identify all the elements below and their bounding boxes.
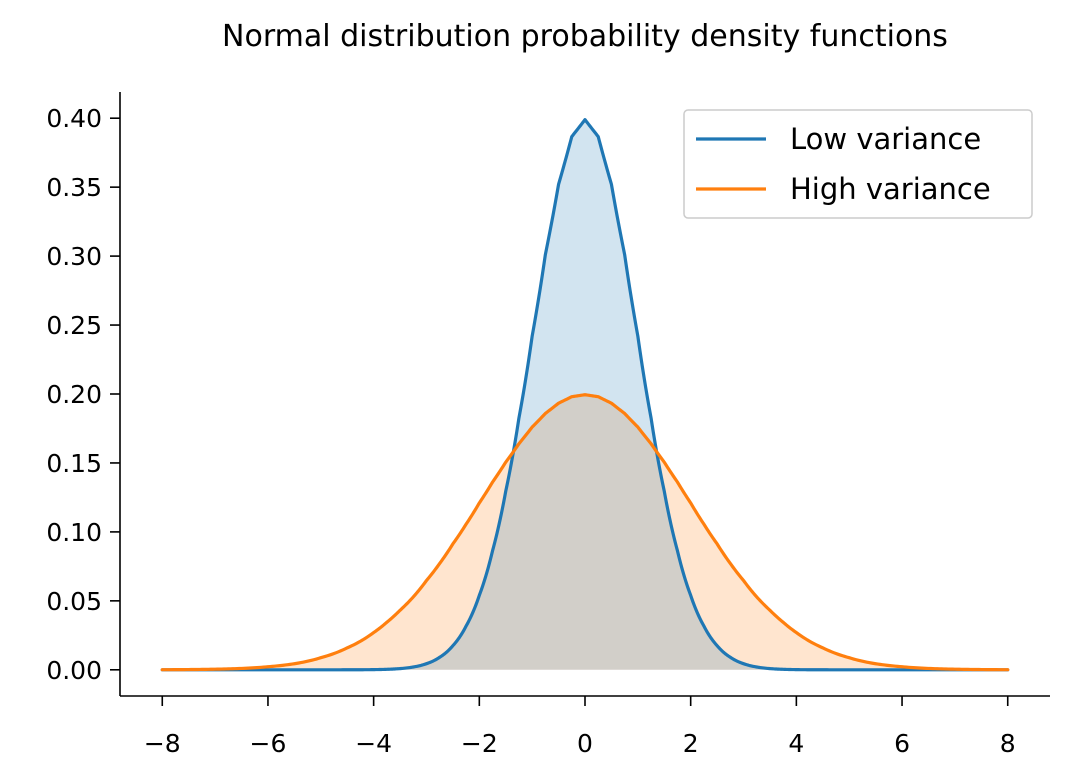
x-axis-ticks: −8 −6 −4 −2 0 2 4 6 8 <box>144 696 1016 758</box>
legend-items: Low variance High variance <box>696 122 991 206</box>
y-tick-label: 0.30 <box>46 242 102 271</box>
y-tick-label: 0.05 <box>46 587 102 616</box>
y-tick-label: 0.20 <box>46 380 102 409</box>
y-tick-label: 0.25 <box>46 311 102 340</box>
y-tick-label: 0.40 <box>46 104 102 133</box>
area-fill-high-variance <box>162 394 1008 670</box>
x-tick-label: −6 <box>250 729 287 758</box>
legend-label: High variance <box>790 172 991 206</box>
x-tick-label: −4 <box>355 729 392 758</box>
x-tick-label: −8 <box>144 729 181 758</box>
y-tick-label: 0.10 <box>46 518 102 547</box>
y-tick-label: 0.15 <box>46 449 102 478</box>
chart-title: Normal distribution probability density … <box>222 19 948 54</box>
x-tick-label: 8 <box>1000 729 1016 758</box>
y-axis-ticks: 0.00 0.05 0.10 0.15 0.20 0.25 0.30 0.35 0.40 <box>46 104 120 685</box>
series-line-low-variance <box>160 118 1010 672</box>
x-tick-label: −2 <box>461 729 498 758</box>
x-tick-label: 2 <box>683 729 699 758</box>
legend: Low variance High variance <box>683 109 1033 219</box>
y-tick-label: 0.00 <box>46 656 102 685</box>
legend-label: Low variance <box>790 122 981 156</box>
legend-box <box>683 109 1033 219</box>
x-tick-label: 4 <box>788 729 804 758</box>
y-tick-label: 0.35 <box>46 173 102 202</box>
series-lines <box>160 118 1010 672</box>
series-line-high-variance <box>160 393 1010 672</box>
x-tick-label: 6 <box>894 729 910 758</box>
x-tick-label: 0 <box>577 729 593 758</box>
